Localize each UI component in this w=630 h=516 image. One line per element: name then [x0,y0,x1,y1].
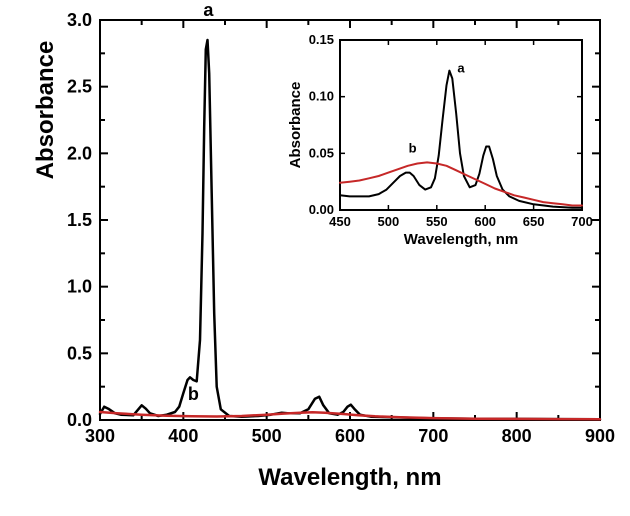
figure: 3004005006007008009000.00.51.01.52.02.53… [0,0,630,516]
y-tick-label: 0.10 [309,89,334,104]
y-tick-label: 0.5 [67,343,92,363]
y-tick-label: 1.0 [67,277,92,297]
chart-svg: 3004005006007008009000.00.51.01.52.02.53… [0,0,630,516]
x-tick-label: 900 [585,426,615,446]
x-tick-label: 500 [252,426,282,446]
y-tick-label: 0.00 [309,202,334,217]
inset-series-label-b: b [409,141,417,156]
x-tick-label: 600 [474,214,496,229]
inset-x-axis-title: Wavelength, nm [404,231,518,248]
inset-y-axis-title: Absorbance [287,82,304,169]
x-tick-label: 400 [168,426,198,446]
inset-series-label-a: a [457,60,465,75]
series-label-b: b [188,384,199,404]
y-tick-label: 0.15 [309,32,334,47]
y-tick-label: 0.05 [309,145,334,160]
main-y-axis-title: Absorbance [32,0,60,310]
series-label-a: a [203,0,214,20]
y-tick-label: 2.5 [67,77,92,97]
y-tick-label: 2.0 [67,143,92,163]
x-tick-label: 500 [378,214,400,229]
x-tick-label: 700 [571,214,593,229]
main-x-axis-title: Wavelength, nm [100,464,600,492]
x-tick-label: 550 [426,214,448,229]
y-tick-label: 3.0 [67,10,92,30]
x-tick-label: 700 [418,426,448,446]
y-tick-label: 1.5 [67,210,92,230]
x-tick-label: 600 [335,426,365,446]
y-tick-label: 0.0 [67,410,92,430]
x-tick-label: 800 [502,426,532,446]
x-tick-label: 650 [523,214,545,229]
